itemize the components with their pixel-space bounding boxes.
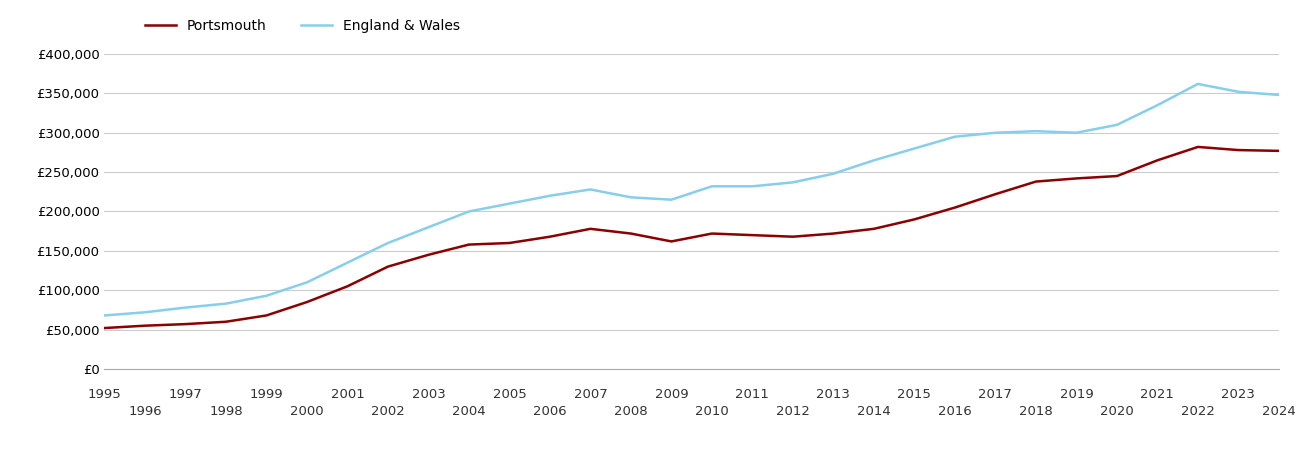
- England & Wales: [1271, 92, 1287, 98]
- Portsmouth: [745, 232, 761, 238]
- Line: Portsmouth: Portsmouth: [104, 147, 1279, 328]
- Text: 1997: 1997: [168, 388, 202, 401]
- Portsmouth: [988, 191, 1004, 197]
- England & Wales: [582, 187, 598, 192]
- England & Wales: [1150, 103, 1165, 108]
- Portsmouth: [339, 284, 355, 289]
- Text: 2005: 2005: [492, 388, 526, 401]
- Portsmouth: [1028, 179, 1044, 184]
- Portsmouth: [582, 226, 598, 231]
- England & Wales: [745, 184, 761, 189]
- England & Wales: [1231, 89, 1246, 94]
- England & Wales: [299, 279, 315, 285]
- England & Wales: [786, 180, 801, 185]
- Portsmouth: [622, 231, 638, 236]
- England & Wales: [461, 209, 476, 214]
- Portsmouth: [97, 325, 112, 331]
- Portsmouth: [137, 323, 153, 328]
- England & Wales: [988, 130, 1004, 135]
- Text: 2004: 2004: [452, 405, 485, 418]
- Portsmouth: [907, 216, 923, 222]
- Text: 2020: 2020: [1100, 405, 1134, 418]
- England & Wales: [705, 184, 720, 189]
- England & Wales: [622, 194, 638, 200]
- Portsmouth: [1231, 147, 1246, 153]
- Portsmouth: [177, 321, 193, 327]
- Portsmouth: [461, 242, 476, 247]
- Portsmouth: [1150, 158, 1165, 163]
- Portsmouth: [299, 299, 315, 305]
- England & Wales: [1028, 128, 1044, 134]
- Text: 2010: 2010: [696, 405, 728, 418]
- Text: 2009: 2009: [655, 388, 688, 401]
- England & Wales: [501, 201, 517, 206]
- England & Wales: [907, 146, 923, 151]
- Portsmouth: [663, 238, 679, 244]
- Portsmouth: [380, 264, 395, 269]
- Portsmouth: [1271, 148, 1287, 153]
- Portsmouth: [705, 231, 720, 236]
- Text: 2012: 2012: [776, 405, 810, 418]
- Portsmouth: [1069, 176, 1084, 181]
- Portsmouth: [826, 231, 842, 236]
- Portsmouth: [420, 252, 436, 257]
- Text: 2023: 2023: [1221, 388, 1255, 401]
- England & Wales: [1069, 130, 1084, 135]
- Portsmouth: [867, 226, 882, 231]
- England & Wales: [867, 158, 882, 163]
- Portsmouth: [947, 205, 963, 210]
- Text: 1995: 1995: [87, 388, 121, 401]
- Text: 2007: 2007: [573, 388, 607, 401]
- Text: 2013: 2013: [817, 388, 851, 401]
- England & Wales: [542, 193, 557, 198]
- Text: 2015: 2015: [898, 388, 932, 401]
- Text: 1996: 1996: [128, 405, 162, 418]
- Text: 2001: 2001: [330, 388, 364, 401]
- Portsmouth: [542, 234, 557, 239]
- England & Wales: [97, 313, 112, 318]
- England & Wales: [339, 260, 355, 265]
- Text: 2000: 2000: [290, 405, 324, 418]
- Text: 2018: 2018: [1019, 405, 1053, 418]
- Portsmouth: [786, 234, 801, 239]
- Text: 2024: 2024: [1262, 405, 1296, 418]
- Text: 2019: 2019: [1060, 388, 1094, 401]
- England & Wales: [420, 225, 436, 230]
- Portsmouth: [1190, 144, 1206, 149]
- England & Wales: [826, 171, 842, 176]
- Text: 2014: 2014: [857, 405, 891, 418]
- Text: 2016: 2016: [938, 405, 972, 418]
- Portsmouth: [218, 319, 234, 324]
- England & Wales: [663, 197, 679, 202]
- Portsmouth: [501, 240, 517, 246]
- Legend: Portsmouth, England & Wales: Portsmouth, England & Wales: [140, 13, 466, 38]
- Portsmouth: [1109, 173, 1125, 179]
- Text: 2003: 2003: [411, 388, 445, 401]
- Text: 1999: 1999: [249, 388, 283, 401]
- Text: 2011: 2011: [736, 388, 770, 401]
- Text: 2017: 2017: [979, 388, 1013, 401]
- Portsmouth: [258, 313, 274, 318]
- England & Wales: [218, 301, 234, 306]
- England & Wales: [258, 293, 274, 298]
- England & Wales: [177, 305, 193, 310]
- Line: England & Wales: England & Wales: [104, 84, 1279, 315]
- England & Wales: [947, 134, 963, 140]
- Text: 2008: 2008: [615, 405, 647, 418]
- Text: 1998: 1998: [209, 405, 243, 418]
- England & Wales: [380, 240, 395, 246]
- Text: 2002: 2002: [371, 405, 405, 418]
- England & Wales: [1190, 81, 1206, 86]
- Text: 2021: 2021: [1141, 388, 1174, 401]
- England & Wales: [137, 310, 153, 315]
- England & Wales: [1109, 122, 1125, 127]
- Text: 2022: 2022: [1181, 405, 1215, 418]
- Text: 2006: 2006: [532, 405, 566, 418]
